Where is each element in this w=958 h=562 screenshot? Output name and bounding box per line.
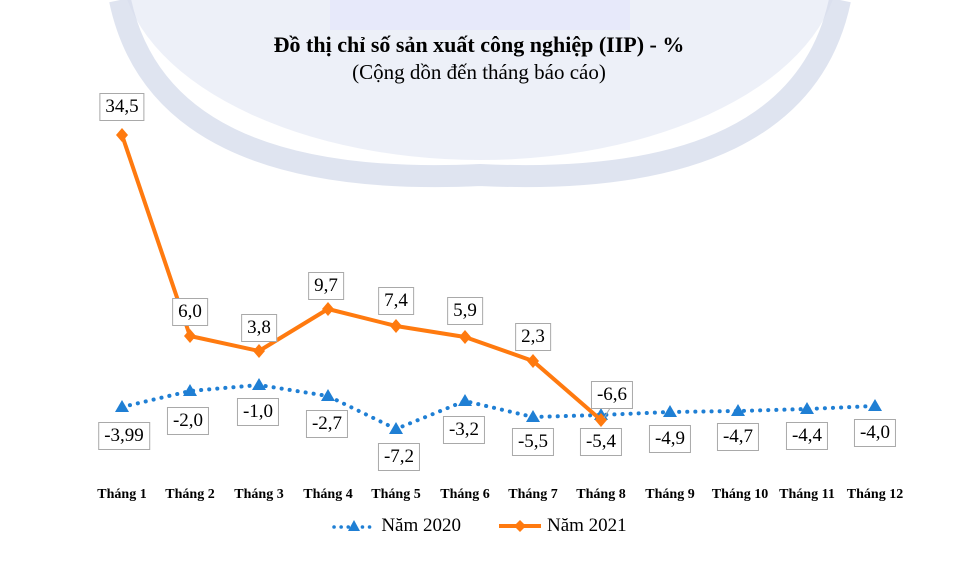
triangle-marker-icon (389, 422, 403, 434)
x-axis-label: Tháng 6 (440, 487, 490, 502)
data-label-2021: 3,8 (241, 314, 277, 342)
data-label-2021: 6,0 (172, 298, 208, 326)
diamond-marker-icon (527, 354, 539, 368)
diamond-marker-icon (595, 413, 607, 427)
triangle-marker-icon (252, 378, 266, 390)
legend: Năm 2020 Năm 2021 (0, 515, 958, 537)
data-label-2021: 5,9 (447, 297, 483, 325)
triangle-marker-icon (458, 394, 472, 406)
data-label-2020: -5,4 (579, 428, 623, 456)
diamond-marker-icon (390, 319, 402, 333)
data-label-2020: -3,2 (442, 416, 486, 444)
solid-diamond-line-icon (499, 520, 541, 532)
data-label-2020: -1,0 (236, 398, 280, 426)
series-2021-line (120, 134, 603, 422)
x-axis-label: Tháng 9 (645, 487, 695, 502)
x-axis-label: Tháng 4 (303, 487, 353, 502)
data-label-2021: -6,6 (590, 381, 634, 409)
x-axis-label: Tháng 12 (846, 487, 904, 502)
triangle-marker-icon (868, 399, 882, 411)
chart-title: Đồ thị chỉ số sản xuất công nghiệp (IIP)… (273, 32, 685, 57)
triangle-marker-icon (115, 400, 129, 412)
data-label-2020: -2,7 (305, 410, 349, 438)
data-label-2021: 2,3 (515, 323, 551, 351)
triangle-marker-icon (526, 410, 540, 422)
data-label-2020: -4,7 (716, 423, 760, 451)
data-label-2020: -2,0 (166, 407, 210, 435)
series-2021-markers (116, 128, 607, 427)
diamond-marker-icon (253, 344, 265, 358)
triangle-marker-icon (183, 384, 197, 396)
data-label-2021: 34,5 (99, 93, 145, 121)
diamond-marker-icon (322, 302, 334, 316)
data-label-2021: 7,4 (378, 287, 414, 315)
data-label-2020: -3,99 (98, 422, 150, 450)
data-label-2021: 9,7 (308, 272, 344, 300)
x-axis-label: Tháng 8 (576, 487, 626, 502)
triangle-marker-icon (731, 404, 745, 416)
legend-item-2020[interactable]: Năm 2020 (331, 515, 461, 537)
data-label-2020: -7,2 (377, 443, 421, 471)
data-label-2020: -4,0 (853, 419, 897, 447)
diamond-marker-icon (116, 128, 128, 142)
chart-subtitle: (Cộng dồn đến tháng báo cáo) (352, 60, 606, 84)
x-axis-label: Tháng 5 (371, 487, 421, 502)
triangle-marker-icon (800, 402, 814, 414)
x-axis-label: Tháng 11 (779, 487, 835, 502)
data-label-2020: -4,9 (648, 425, 692, 453)
legend-label-2020: Năm 2020 (381, 515, 461, 536)
x-axis-label: Tháng 3 (234, 487, 284, 502)
data-label-2020: -4,4 (785, 422, 829, 450)
data-label-2020: -5,5 (511, 428, 555, 456)
series-2020-line (120, 382, 877, 432)
x-axis-label: Tháng 10 (711, 487, 769, 502)
diamond-marker-icon (184, 329, 196, 343)
legend-item-2021[interactable]: Năm 2021 (497, 515, 627, 537)
x-axis-label: Tháng 1 (97, 487, 147, 502)
triangle-marker-icon (321, 389, 335, 401)
triangle-marker-icon (663, 405, 677, 417)
dotted-triangle-line-icon (332, 520, 377, 531)
x-axis-label: Tháng 2 (165, 487, 215, 502)
diamond-marker-icon (459, 330, 471, 344)
x-axis-label: Tháng 7 (508, 487, 558, 502)
series-2020-markers (115, 378, 882, 434)
legend-label-2021: Năm 2021 (547, 515, 627, 536)
